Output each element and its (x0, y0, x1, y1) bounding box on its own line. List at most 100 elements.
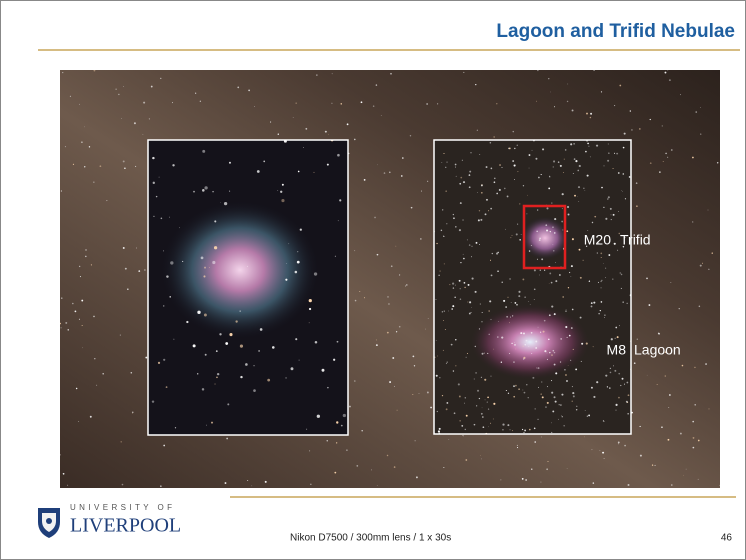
star (534, 288, 536, 290)
star (438, 430, 440, 432)
star (152, 400, 154, 402)
star (415, 440, 416, 441)
star (453, 370, 454, 371)
star (78, 421, 79, 422)
star (567, 337, 568, 338)
star (567, 468, 568, 469)
star (563, 425, 564, 426)
star (512, 160, 514, 162)
star (692, 421, 694, 423)
star (611, 215, 612, 216)
star (680, 433, 682, 435)
star (471, 256, 472, 257)
star (120, 335, 121, 336)
star (537, 209, 538, 210)
slide: Lagoon and Trifid Nebulae M20 Trifid M8 … (0, 0, 746, 560)
star (149, 118, 150, 119)
star (699, 306, 701, 308)
star (479, 398, 480, 399)
star (623, 147, 625, 149)
star (698, 440, 700, 442)
star (211, 422, 213, 424)
star (205, 354, 207, 356)
star (585, 410, 586, 411)
star (333, 359, 335, 361)
star (573, 143, 574, 144)
star (445, 190, 446, 191)
star (390, 73, 392, 75)
star (529, 168, 530, 169)
star (247, 480, 248, 481)
star (220, 202, 221, 203)
star (528, 397, 529, 398)
star (394, 466, 396, 468)
star (436, 243, 437, 244)
star (587, 175, 589, 177)
star (548, 78, 549, 79)
star (506, 316, 508, 318)
star (469, 301, 471, 303)
star (464, 287, 465, 288)
star (240, 376, 242, 378)
star (169, 217, 170, 218)
star (593, 302, 595, 304)
star (614, 153, 615, 154)
star (462, 219, 463, 220)
star (485, 399, 486, 400)
star (590, 117, 592, 119)
star (475, 291, 477, 293)
star (480, 304, 481, 305)
star (446, 363, 447, 364)
star (297, 251, 298, 252)
star (621, 190, 622, 191)
star (202, 388, 204, 390)
star (405, 286, 406, 287)
star (610, 208, 612, 210)
star (513, 385, 515, 387)
star (540, 270, 541, 271)
star (553, 160, 555, 162)
star (94, 70, 96, 72)
star (468, 284, 470, 286)
star (630, 110, 631, 111)
star (124, 167, 125, 168)
star (504, 188, 506, 190)
star (72, 303, 74, 305)
star (702, 263, 703, 264)
star (505, 229, 506, 230)
star (492, 253, 493, 254)
star (537, 259, 538, 260)
star (443, 350, 444, 351)
logo-line2: LIVERPOOL (70, 515, 181, 537)
star (528, 346, 529, 347)
star (163, 305, 164, 306)
star (540, 393, 542, 395)
star (160, 485, 162, 487)
star (201, 257, 204, 260)
star (605, 375, 607, 377)
star (551, 432, 552, 433)
star (225, 482, 227, 484)
star (604, 166, 605, 167)
star (614, 243, 616, 245)
star (436, 299, 437, 300)
star (566, 230, 568, 232)
star (125, 268, 127, 270)
star (361, 430, 362, 431)
star (560, 338, 562, 340)
star (509, 148, 511, 150)
star (153, 216, 154, 217)
star (588, 146, 589, 147)
star (489, 334, 490, 335)
star (475, 84, 476, 85)
star (671, 149, 673, 151)
star (468, 302, 469, 303)
star (455, 167, 456, 168)
star (411, 207, 413, 209)
star (482, 407, 483, 408)
star (499, 189, 501, 191)
star (384, 172, 386, 174)
star (270, 121, 271, 122)
star (85, 256, 87, 258)
star (455, 226, 456, 227)
